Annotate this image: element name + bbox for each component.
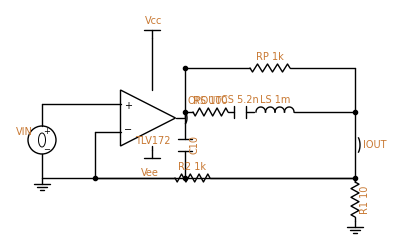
Text: +: + [124,101,132,111]
Text: R1 10: R1 10 [360,185,370,214]
Text: VIN: VIN [16,127,32,137]
Text: OPOUT: OPOUT [187,96,221,106]
Text: CS 5.2n: CS 5.2n [221,95,259,105]
Text: Vee: Vee [141,168,159,178]
Text: C10: C10 [190,136,200,154]
Text: +: + [44,128,50,137]
Text: Vcc: Vcc [145,16,163,26]
Text: RS 100: RS 100 [193,96,228,106]
Text: IOUT: IOUT [363,140,386,150]
Text: −: − [124,125,132,135]
Text: RP 1k: RP 1k [256,52,284,62]
Text: R2 1k: R2 1k [178,162,206,172]
Text: LS 1m: LS 1m [260,95,290,105]
Text: −: − [44,145,50,154]
Text: TLV172: TLV172 [135,136,171,146]
